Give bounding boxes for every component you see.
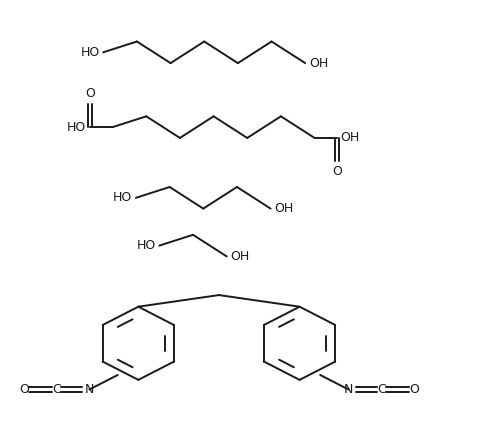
Text: O: O [85,87,95,100]
Text: N: N [85,383,94,396]
Text: OH: OH [274,202,294,215]
Text: C: C [52,383,61,396]
Text: O: O [409,383,419,396]
Text: OH: OH [341,132,360,145]
Text: HO: HO [80,46,99,59]
Text: OH: OH [230,250,250,263]
Text: C: C [377,383,386,396]
Text: HO: HO [67,121,86,134]
Text: O: O [332,165,342,178]
Text: OH: OH [309,57,328,70]
Text: N: N [344,383,353,396]
Text: HO: HO [113,191,132,204]
Text: O: O [19,383,29,396]
Text: HO: HO [136,239,156,252]
